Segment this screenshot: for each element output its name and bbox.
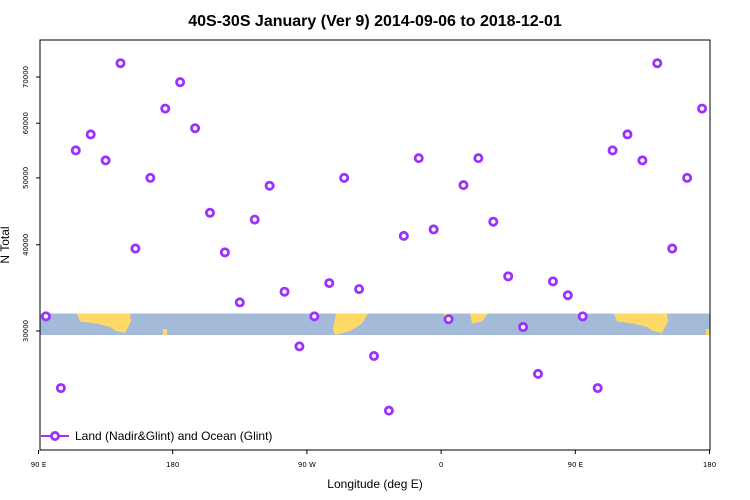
- data-point: [85, 129, 96, 140]
- data-point: [115, 58, 126, 69]
- land-shape: [77, 313, 131, 334]
- x-tick-label: 90 W: [298, 461, 316, 469]
- data-point: [354, 284, 365, 295]
- plot-area-frame: [39, 39, 711, 451]
- data-points: [40, 58, 708, 416]
- y-tick-label: 50000: [22, 167, 30, 189]
- data-point: [264, 180, 275, 191]
- data-point: [339, 172, 350, 183]
- data-point: [324, 278, 335, 289]
- land-shape: [614, 313, 668, 334]
- data-point: [279, 286, 290, 297]
- legend-marker: [50, 430, 61, 441]
- data-point: [234, 297, 245, 308]
- data-point: [383, 405, 394, 416]
- data-point: [100, 155, 111, 166]
- land-shape: [470, 313, 488, 324]
- data-point: [130, 243, 141, 254]
- y-tick-label: 70000: [22, 66, 30, 88]
- data-point: [503, 271, 514, 282]
- data-point: [368, 350, 379, 361]
- x-tick-label: 180: [166, 461, 179, 469]
- data-point: [175, 77, 186, 88]
- data-point: [697, 103, 708, 114]
- y-axis: 30000 40000 50000 60000 70000: [22, 66, 40, 342]
- background-strip: [40, 313, 710, 336]
- data-point: [309, 311, 320, 322]
- data-point: [413, 153, 424, 164]
- land-shape: [163, 329, 167, 336]
- data-point: [682, 172, 693, 183]
- y-tick-label: 30000: [22, 320, 30, 342]
- x-tick-label: 90 E: [31, 461, 47, 469]
- data-point: [204, 207, 215, 218]
- legend-label: Land (Nadir&Glint) and Ocean (Glint): [75, 429, 272, 443]
- data-point: [637, 155, 648, 166]
- x-tick-label: 180: [703, 461, 716, 469]
- x-tick-label: 0: [439, 461, 443, 469]
- data-point: [40, 311, 51, 322]
- data-point: [458, 180, 469, 191]
- data-point: [652, 58, 663, 69]
- data-point: [592, 383, 603, 394]
- data-point: [607, 145, 618, 156]
- data-point: [428, 224, 439, 235]
- x-axis: 90 E 180 90 W 0 90 E 180: [31, 450, 716, 469]
- land-shape: [333, 313, 368, 336]
- data-point: [145, 172, 156, 183]
- chart-title: 40S-30S January (Ver 9) 2014-09-06 to 20…: [188, 13, 562, 30]
- data-point: [249, 214, 260, 225]
- data-point: [160, 103, 171, 114]
- x-tick-label: 90 E: [568, 461, 584, 469]
- data-point: [518, 322, 529, 333]
- data-point: [488, 216, 499, 227]
- data-point: [547, 276, 558, 287]
- y-axis-title: N Total: [0, 226, 12, 263]
- data-point: [667, 243, 678, 254]
- data-point: [533, 368, 544, 379]
- data-point: [473, 153, 484, 164]
- data-point: [219, 247, 230, 258]
- data-point: [562, 290, 573, 301]
- y-tick-label: 40000: [22, 234, 30, 256]
- x-axis-title: Longitude (deg E): [327, 477, 422, 491]
- data-point: [294, 341, 305, 352]
- land-shape: [706, 329, 710, 336]
- data-point: [190, 123, 201, 134]
- data-point: [577, 311, 588, 322]
- data-point: [398, 230, 409, 241]
- legend: Land (Nadir&Glint) and Ocean (Glint): [41, 429, 272, 443]
- data-point: [443, 314, 454, 325]
- ocean-band: [40, 313, 710, 336]
- data-point: [55, 383, 66, 394]
- y-tick-label: 60000: [22, 112, 30, 134]
- data-point: [622, 129, 633, 140]
- data-point: [70, 145, 81, 156]
